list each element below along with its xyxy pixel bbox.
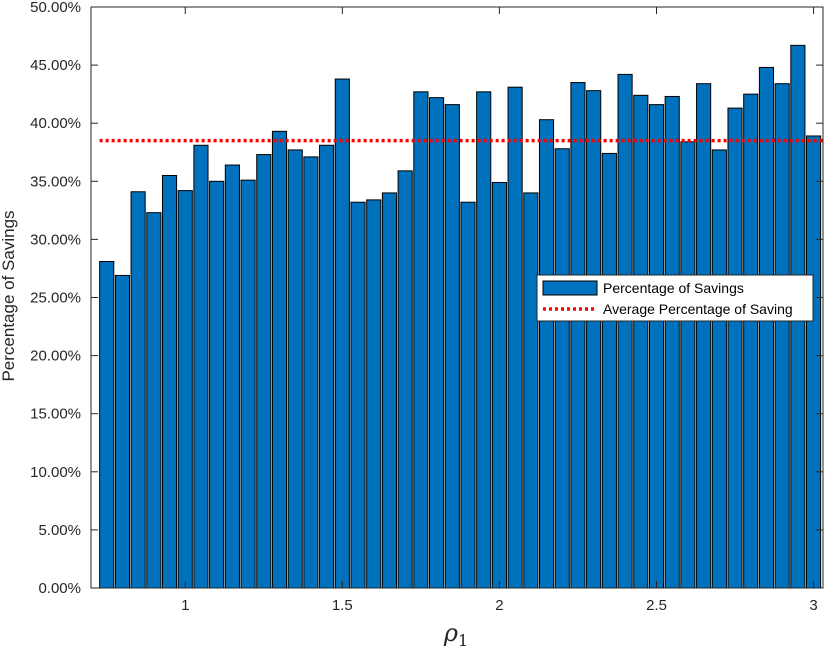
y-tick-label: 35.00% [30,173,81,190]
y-tick-label: 15.00% [30,406,81,423]
bar [99,260,115,589]
bar [476,91,492,589]
bar [130,191,146,589]
bar [601,152,617,589]
bar [806,135,822,589]
bar [334,78,350,589]
x-tick-label: 2 [495,597,503,614]
bar [303,156,319,589]
y-tick-label: 10.00% [30,464,81,481]
bar [507,86,523,589]
bar [429,97,445,589]
y-axis: 0.00% 5.00% 10.00% 15.00% 20.00% 25.00% 30.00%… [30,0,823,597]
bar [146,212,162,589]
bar [177,190,193,589]
bar [743,93,759,589]
bar [240,179,256,589]
bar [366,199,382,589]
bar [114,274,130,589]
bar [711,149,727,589]
legend: Percentage of Savings Average Percentage… [536,274,814,322]
bar [633,94,649,589]
bar [397,170,413,589]
bar [287,149,303,589]
bar [554,148,570,589]
x-tick-label: 2.5 [646,597,667,614]
x-tick-label: 3 [809,597,817,614]
bar [648,104,665,589]
bar [491,181,507,589]
y-tick-label: 45.00% [30,57,81,74]
y-tick-label: 25.00% [30,290,81,307]
x-tick-label: 1.5 [332,597,353,614]
bar [774,83,790,589]
x-tick-label: 1 [181,597,189,614]
y-tick-label: 0.00% [38,580,81,597]
bar [617,73,633,589]
bar [350,201,366,589]
bar [193,144,209,589]
bar [570,82,586,589]
x-axis: 1 1.5 2 2.5 3 [181,7,818,614]
bar [413,91,429,589]
bar [444,104,460,589]
bar [224,164,240,589]
legend-swatch-bars [542,280,598,296]
bar [758,66,775,589]
legend-label-bars: Percentage of Savings [603,280,744,296]
bar [586,90,602,589]
bar [271,130,288,589]
y-tick-label: 30.00% [30,231,81,248]
y-tick-label: 40.00% [30,115,81,132]
y-tick-label: 20.00% [30,348,81,365]
bar [319,144,335,589]
bar [680,141,696,589]
legend-label-average: Average Percentage of Saving [603,301,793,317]
x-axis-label: ρ1 [443,619,468,649]
bar [381,192,398,589]
bar [538,119,555,589]
bar [727,107,743,589]
bar [696,83,712,589]
y-axis-label: Percentage of Savings [0,210,18,381]
bar [256,154,272,589]
bar [664,95,680,589]
bar [209,180,225,589]
bar [460,201,476,589]
y-tick-label: 50.00% [30,0,81,16]
bar [523,192,539,589]
bar [161,174,178,589]
y-tick-label: 5.00% [38,522,81,539]
